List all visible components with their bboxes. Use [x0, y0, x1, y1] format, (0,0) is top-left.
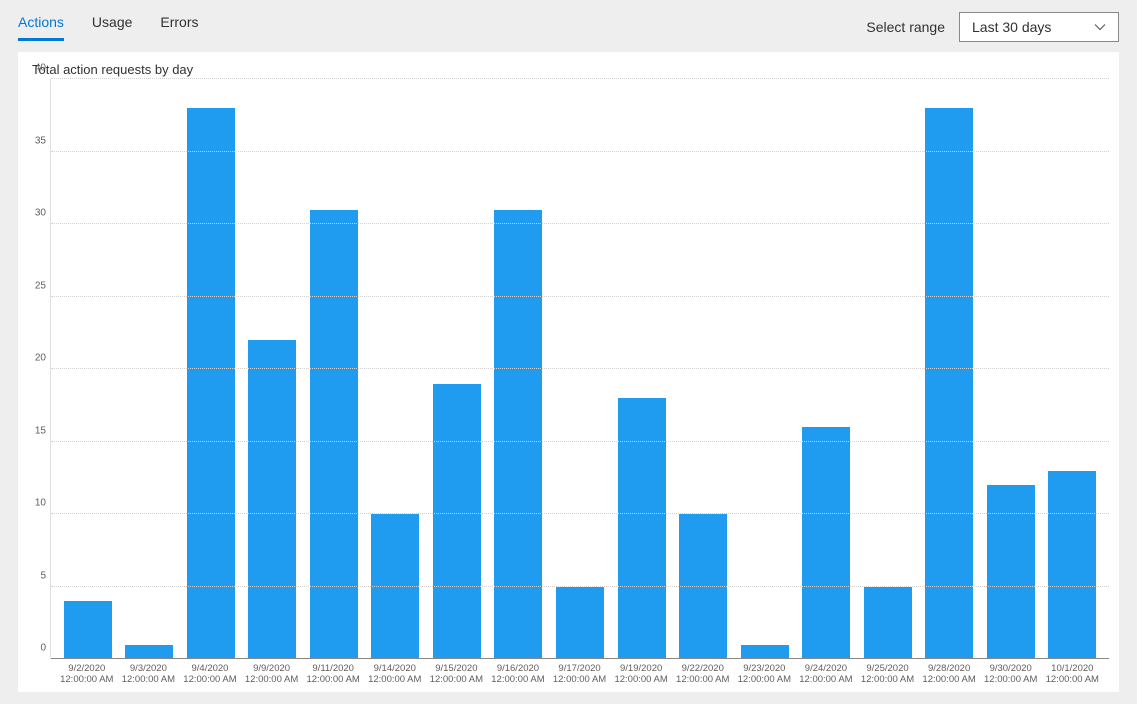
range-dropdown-value: Last 30 days	[972, 19, 1051, 35]
x-tick-label: 9/3/202012:00:00 AM	[118, 659, 180, 686]
x-tick-label: 9/25/202012:00:00 AM	[857, 659, 919, 686]
y-axis: 0510152025303540	[28, 79, 50, 659]
x-tick-label: 9/16/202012:00:00 AM	[487, 659, 549, 686]
y-tick-label: 10	[35, 498, 46, 509]
gridline	[51, 151, 1109, 152]
bar[interactable]	[556, 587, 604, 660]
y-tick-label: 30	[35, 208, 46, 219]
range-selector-area: Select range Last 30 days	[866, 12, 1119, 42]
gridline	[51, 296, 1109, 297]
bar-slot	[918, 79, 980, 659]
bar-slot	[180, 79, 242, 659]
chart-panel: Total action requests by day 0 5 10 15 20 25 3…	[18, 52, 1119, 692]
bar[interactable]	[433, 384, 481, 660]
bar[interactable]	[864, 587, 912, 660]
gridline	[51, 441, 1109, 442]
bars-container	[51, 79, 1109, 659]
x-tick-label: 10/1/202012:00:00 AM	[1042, 659, 1104, 686]
bar-slot	[365, 79, 427, 659]
bar-slot	[426, 79, 488, 659]
x-tick-label: 9/9/202012:00:00 AM	[241, 659, 303, 686]
x-tick-label: 9/2/202012:00:00 AM	[56, 659, 118, 686]
header-bar: Actions Usage Errors Select range Last 3…	[0, 0, 1137, 52]
range-label: Select range	[866, 19, 945, 35]
y-tick-label: 15	[35, 425, 46, 436]
x-labels: 9/2/202012:00:00 AM9/3/202012:00:00 AM9/…	[50, 659, 1109, 686]
bar[interactable]	[494, 210, 542, 660]
x-tick-label: 9/22/202012:00:00 AM	[672, 659, 734, 686]
chevron-down-icon	[1094, 21, 1106, 33]
y-tick-label: 5	[40, 570, 46, 581]
range-dropdown[interactable]: Last 30 days	[959, 12, 1119, 42]
x-tick-label: 9/17/202012:00:00 AM	[549, 659, 611, 686]
bar[interactable]	[618, 398, 666, 659]
bar[interactable]	[802, 427, 850, 659]
bar[interactable]	[371, 514, 419, 659]
tab-strip: Actions Usage Errors	[18, 14, 199, 41]
x-tick-label: 9/24/202012:00:00 AM	[795, 659, 857, 686]
x-tick-label: 9/4/202012:00:00 AM	[179, 659, 241, 686]
tab-usage[interactable]: Usage	[92, 14, 132, 41]
bar-slot	[303, 79, 365, 659]
x-tick-label: 9/30/202012:00:00 AM	[980, 659, 1042, 686]
x-tick-label: 9/14/202012:00:00 AM	[364, 659, 426, 686]
bar-slot	[242, 79, 304, 659]
bar-slot	[734, 79, 796, 659]
gridline	[51, 368, 1109, 369]
bar[interactable]	[925, 108, 973, 659]
bar-slot	[57, 79, 119, 659]
y-tick-label: 40	[35, 63, 46, 74]
gridline	[51, 586, 1109, 587]
bar[interactable]	[187, 108, 235, 659]
chart-title: Total action requests by day	[32, 62, 1109, 77]
y-tick-label: 25	[35, 280, 46, 291]
gridline	[51, 223, 1109, 224]
x-tick-label: 9/28/202012:00:00 AM	[918, 659, 980, 686]
bar-slot	[119, 79, 181, 659]
x-tick-label: 9/19/202012:00:00 AM	[610, 659, 672, 686]
bar-slot	[1042, 79, 1104, 659]
y-tick-label: 0	[40, 643, 46, 654]
x-tick-label: 9/15/202012:00:00 AM	[426, 659, 488, 686]
bar[interactable]	[679, 514, 727, 659]
bar[interactable]	[987, 485, 1035, 659]
x-axis: 9/2/202012:00:00 AM9/3/202012:00:00 AM9/…	[28, 659, 1109, 686]
bar-slot	[672, 79, 734, 659]
bar-slot	[857, 79, 919, 659]
x-baseline	[51, 658, 1109, 659]
tab-errors[interactable]: Errors	[160, 14, 198, 41]
bar-slot	[980, 79, 1042, 659]
bar-slot	[549, 79, 611, 659]
y-tick-label: 35	[35, 135, 46, 146]
chart-area: 0510152025303540	[28, 79, 1109, 659]
y-tick-label: 20	[35, 353, 46, 364]
chart-plot	[50, 79, 1109, 659]
tab-actions[interactable]: Actions	[18, 14, 64, 41]
bar[interactable]	[64, 601, 112, 659]
bar-slot	[488, 79, 550, 659]
bar[interactable]	[125, 645, 173, 660]
bar[interactable]	[741, 645, 789, 660]
bar[interactable]	[1048, 471, 1096, 660]
bar-slot	[611, 79, 673, 659]
bar-slot	[795, 79, 857, 659]
bar[interactable]	[310, 210, 358, 660]
x-tick-label: 9/11/202012:00:00 AM	[302, 659, 364, 686]
gridline	[51, 78, 1109, 79]
x-tick-label: 9/23/202012:00:00 AM	[734, 659, 796, 686]
bar[interactable]	[248, 340, 296, 659]
gridline	[51, 513, 1109, 514]
